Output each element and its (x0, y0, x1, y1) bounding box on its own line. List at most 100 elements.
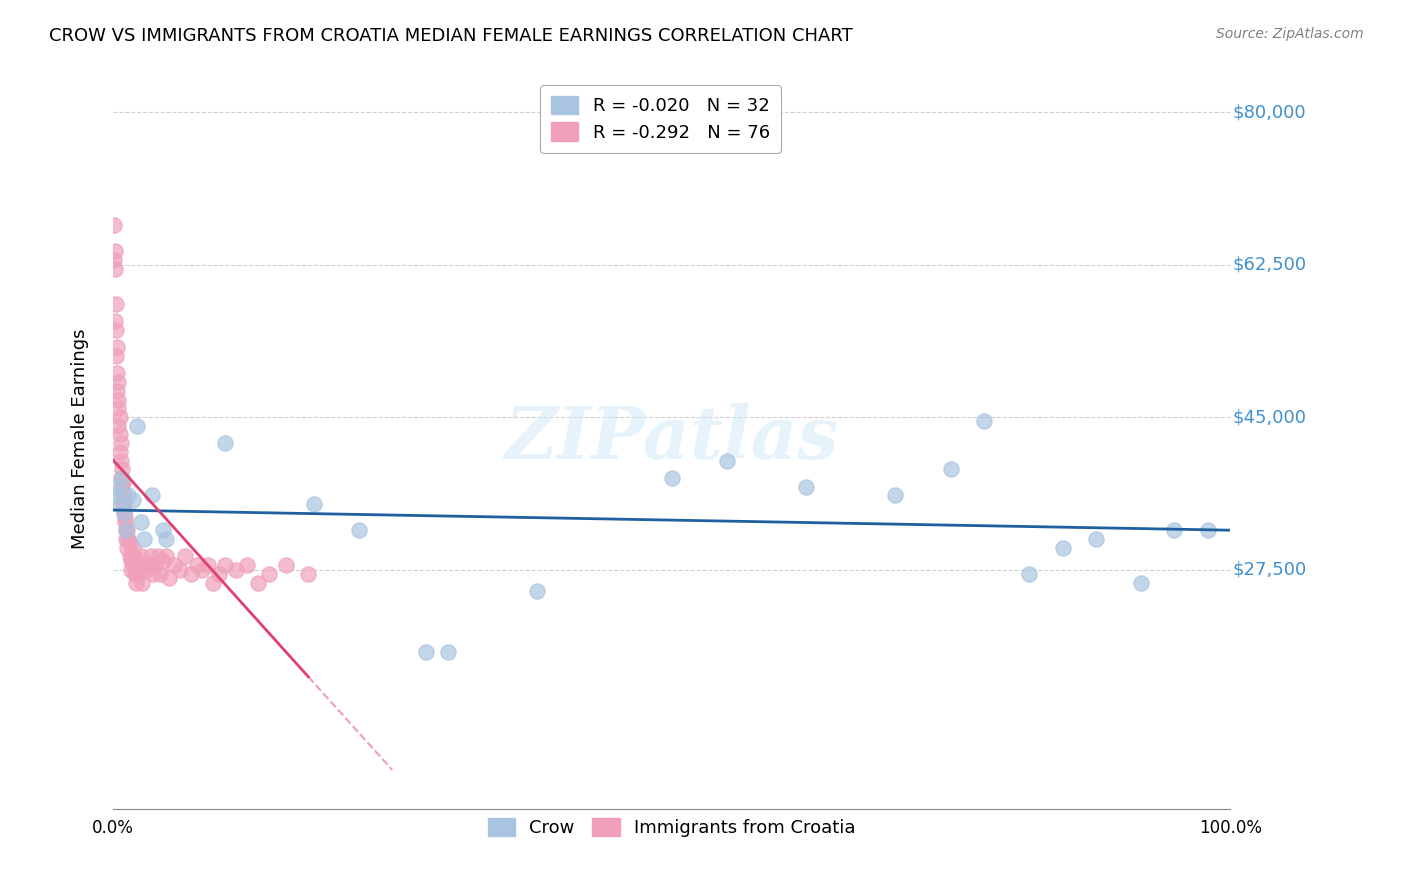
Point (1197, 524, 1219, 538)
Point (111, 471, 134, 485)
Point (120, 554, 142, 568)
Point (112, 506, 135, 520)
Point (122, 549, 145, 564)
Point (125, 575, 148, 590)
Text: $62,500: $62,500 (1233, 256, 1306, 274)
Point (197, 558, 219, 573)
Point (169, 562, 191, 576)
Point (214, 558, 236, 573)
Point (112, 488, 135, 502)
Point (174, 549, 197, 564)
Point (127, 558, 149, 573)
Point (111, 475, 134, 490)
Point (138, 558, 160, 573)
Point (180, 566, 202, 581)
Point (104, 261, 127, 276)
Point (191, 562, 214, 576)
Point (163, 558, 186, 573)
Text: ZIPatlas: ZIPatlas (505, 403, 838, 475)
Point (214, 436, 236, 450)
Point (1129, 575, 1152, 590)
Text: $27,500: $27,500 (1233, 560, 1306, 579)
Point (202, 575, 225, 590)
Point (104, 488, 127, 502)
Point (104, 244, 127, 259)
Point (115, 532, 138, 546)
Y-axis label: Median Female Earnings: Median Female Earnings (72, 328, 89, 549)
Point (105, 349, 128, 363)
Point (155, 549, 177, 564)
Point (105, 297, 128, 311)
Text: $45,000: $45,000 (1233, 408, 1306, 426)
Point (111, 480, 134, 494)
Point (117, 524, 139, 538)
Point (1052, 541, 1074, 555)
Point (118, 536, 141, 550)
Text: Source: ZipAtlas.com: Source: ZipAtlas.com (1216, 27, 1364, 41)
Point (247, 575, 270, 590)
Point (347, 524, 370, 538)
Point (134, 558, 156, 573)
Point (104, 314, 127, 328)
Point (103, 253, 125, 268)
Point (155, 532, 177, 546)
Point (149, 566, 172, 581)
Point (437, 645, 460, 659)
Point (131, 575, 153, 590)
Point (110, 436, 132, 450)
Point (302, 497, 325, 511)
Point (134, 532, 156, 546)
Point (122, 541, 145, 555)
Point (117, 532, 139, 546)
Point (939, 462, 962, 476)
Point (118, 549, 141, 564)
Point (110, 453, 132, 467)
Point (111, 497, 134, 511)
Point (152, 524, 174, 538)
Point (1018, 566, 1040, 581)
Point (112, 497, 135, 511)
Point (1163, 524, 1185, 538)
Point (112, 506, 135, 520)
Point (108, 410, 131, 425)
Point (208, 566, 231, 581)
Point (105, 384, 128, 398)
Text: CROW VS IMMIGRANTS FROM CROATIA MEDIAN FEMALE EARNINGS CORRELATION CHART: CROW VS IMMIGRANTS FROM CROATIA MEDIAN F… (49, 27, 853, 45)
Point (107, 375, 129, 389)
Point (526, 584, 548, 599)
Point (105, 480, 128, 494)
Point (129, 515, 152, 529)
Point (141, 488, 163, 502)
Point (110, 471, 132, 485)
Point (225, 562, 247, 576)
Point (127, 418, 149, 433)
Point (139, 549, 162, 564)
Point (111, 488, 134, 502)
Point (415, 645, 437, 659)
Point (1085, 532, 1108, 546)
Point (274, 558, 297, 573)
Point (114, 510, 136, 524)
Point (143, 558, 166, 573)
Point (108, 427, 131, 442)
Point (146, 549, 169, 564)
Point (884, 488, 907, 502)
Point (186, 558, 208, 573)
Point (115, 524, 138, 538)
Point (135, 562, 157, 576)
Point (661, 471, 683, 485)
Text: $80,000: $80,000 (1233, 103, 1306, 121)
Point (108, 445, 131, 459)
Point (107, 401, 129, 416)
Point (122, 558, 145, 573)
Point (105, 323, 128, 337)
Point (107, 418, 129, 433)
Point (108, 497, 131, 511)
Legend: Crow, Immigrants from Croatia: Crow, Immigrants from Croatia (481, 811, 863, 845)
Point (117, 488, 139, 502)
Point (128, 566, 150, 581)
Point (117, 541, 139, 555)
Point (716, 453, 738, 467)
Point (111, 462, 134, 476)
Point (142, 566, 165, 581)
